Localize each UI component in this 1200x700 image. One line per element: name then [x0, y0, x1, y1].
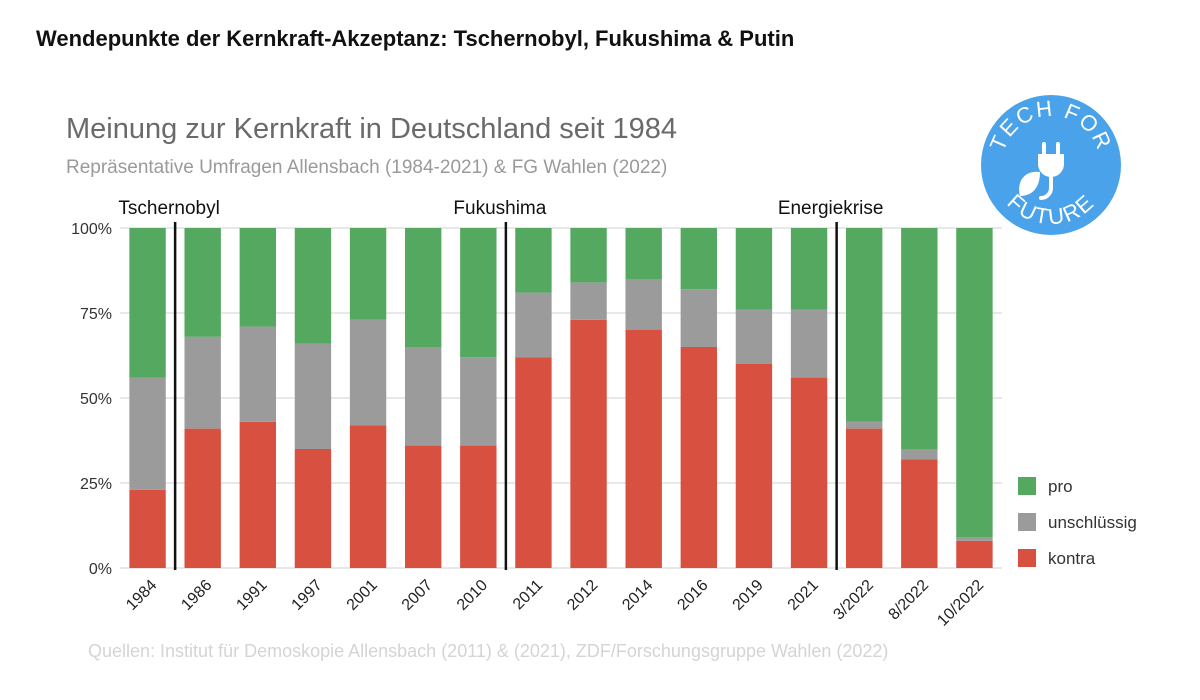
tech-for-future-logo: TECH FOR FUTURE: [981, 95, 1121, 235]
bar-unschlssig: [735, 309, 773, 364]
bar-unschlssig: [625, 279, 662, 330]
y-tick-label: 0%: [89, 561, 112, 578]
bar-pro: [625, 228, 662, 279]
bar-kontra: [129, 489, 166, 568]
bar-pro: [845, 228, 883, 422]
bar-kontra: [404, 445, 442, 568]
bar-kontra: [515, 357, 552, 568]
bar-kontra: [790, 377, 828, 568]
bar-pro: [294, 228, 332, 344]
y-tick-label: 100%: [71, 221, 112, 238]
x-tick-label: 2001: [344, 577, 381, 614]
bar-pro: [404, 228, 442, 347]
bar-unschlssig: [680, 289, 718, 347]
bar-kontra: [460, 445, 497, 568]
bar-unschlssig: [129, 377, 166, 490]
bar-unschlssig: [515, 292, 552, 358]
bar-pro: [184, 228, 221, 337]
event-label: Energiekrise: [778, 198, 884, 219]
bar-kontra: [845, 428, 883, 568]
bar-pro: [349, 228, 387, 320]
legend-label: unschlüssig: [1048, 513, 1137, 532]
x-tick-label: 2012: [564, 577, 601, 614]
y-tick-label: 25%: [80, 476, 112, 493]
bar-pro: [515, 228, 552, 293]
bar-kontra: [735, 364, 773, 568]
bar-kontra: [570, 319, 607, 568]
bar-unschlssig: [460, 357, 497, 446]
bar-pro: [790, 228, 828, 310]
headline: Wendepunkte der Kernkraft-Akzeptanz: Tsc…: [36, 26, 795, 51]
bar-pro: [735, 228, 773, 310]
bar-pro: [570, 228, 607, 283]
x-tick-label: 2011: [510, 577, 546, 613]
bar-pro: [460, 228, 497, 358]
bar-pro: [680, 228, 718, 290]
x-tick-label: 2010: [454, 577, 491, 614]
x-tick-label: 1991: [233, 577, 270, 614]
bar-unschlssig: [956, 537, 993, 541]
bar-pro: [129, 228, 166, 378]
bar-unschlssig: [294, 343, 332, 449]
y-tick-label: 75%: [80, 306, 112, 323]
x-tick-label: 2007: [399, 577, 436, 614]
leaf-icon: [1019, 171, 1040, 196]
x-tick-label: 1997: [289, 577, 326, 614]
bar-kontra: [680, 347, 718, 568]
bar-kontra: [901, 459, 938, 568]
legend-label: kontra: [1048, 549, 1096, 568]
legend-swatch: [1018, 513, 1036, 531]
bar-kontra: [625, 330, 662, 568]
x-tick-label: 1984: [123, 577, 160, 614]
x-tick-label: 2021: [785, 577, 822, 614]
chart-subtitle: Repräsentative Umfragen Allensbach (1984…: [66, 157, 668, 178]
x-tick-label: 2014: [619, 577, 656, 614]
bar-kontra: [294, 449, 332, 568]
event-label: Tschernobyl: [118, 198, 219, 219]
bar-unschlssig: [184, 336, 221, 429]
bar-pro: [239, 228, 277, 327]
source-note: Quellen: Institut für Demoskopie Allensb…: [88, 641, 889, 661]
bar-kontra: [956, 540, 993, 568]
y-tick-label: 50%: [80, 391, 112, 408]
plug-icon: [1038, 142, 1064, 200]
bar-kontra: [184, 428, 221, 568]
x-tick-label: 2016: [674, 577, 711, 614]
bar-unschlssig: [901, 449, 938, 460]
legend-swatch: [1018, 549, 1036, 567]
bar-unschlssig: [239, 326, 277, 422]
event-label: Fukushima: [453, 198, 546, 219]
bar-pro: [901, 228, 938, 449]
x-tick-label: 1986: [178, 577, 215, 614]
bar-unschlssig: [790, 309, 828, 378]
x-tick-label: 3/2022: [830, 577, 877, 624]
bar-unschlssig: [570, 282, 607, 320]
bar-kontra: [349, 425, 387, 568]
bar-kontra: [239, 421, 277, 568]
x-tick-label: 8/2022: [886, 577, 933, 624]
legend-label: pro: [1048, 477, 1073, 496]
x-tick-label: 10/2022: [934, 577, 987, 630]
bar-unschlssig: [845, 421, 883, 429]
legend-swatch: [1018, 477, 1036, 495]
bar-pro: [956, 228, 993, 538]
bar-unschlssig: [349, 319, 387, 426]
x-tick-label: 2019: [730, 577, 767, 614]
chart-title: Meinung zur Kernkraft in Deutschland sei…: [66, 113, 677, 145]
bar-unschlssig: [404, 347, 442, 446]
